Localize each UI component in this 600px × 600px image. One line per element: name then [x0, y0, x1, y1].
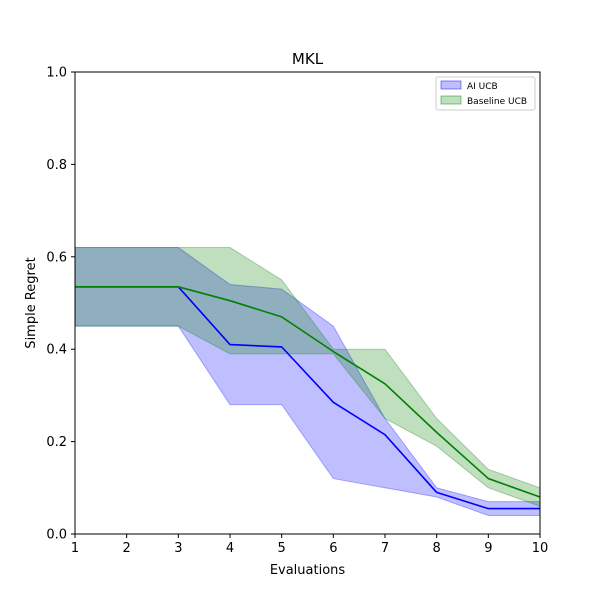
- legend-box: [435, 76, 536, 111]
- x-tick-label: 4: [226, 541, 234, 556]
- legend: AI UCB Baseline UCB: [435, 76, 536, 111]
- y-tick-label: 0.2: [46, 435, 67, 450]
- chart-title: MKL: [292, 50, 324, 68]
- y-axis-ticks: 0.0 0.2 0.4 0.6 0.8 1.0: [46, 66, 75, 543]
- legend-swatch-ai-ucb: [440, 80, 462, 90]
- legend-swatch-baseline-ucb: [440, 95, 462, 105]
- y-tick-label: 0.8: [46, 158, 67, 173]
- x-tick-label: 1: [71, 541, 79, 556]
- mean-lines: [75, 286, 541, 510]
- y-tick-label: 0.0: [46, 528, 67, 543]
- x-tick-label: 10: [532, 541, 549, 556]
- x-tick-label: 6: [329, 541, 337, 556]
- legend-label-ai-ucb: AI UCB: [467, 82, 498, 92]
- y-tick-label: 0.4: [46, 343, 67, 358]
- y-axis-label: Simple Regret: [24, 257, 39, 348]
- x-axis-label: Evaluations: [270, 563, 346, 578]
- x-tick-label: 2: [123, 541, 131, 556]
- x-tick-label: 9: [484, 541, 492, 556]
- plot-frame: [74, 71, 541, 535]
- x-tick-label: 8: [433, 541, 441, 556]
- x-axis-ticks: 1 2 3 4 5 6 7 8 9 10: [71, 534, 548, 556]
- x-tick-label: 3: [174, 541, 182, 556]
- x-tick-label: 7: [381, 541, 389, 556]
- y-tick-label: 1.0: [46, 66, 67, 81]
- legend-label-baseline-ucb: Baseline UCB: [467, 97, 527, 107]
- line-baseline-ucb: [75, 286, 541, 498]
- x-tick-label: 5: [278, 541, 286, 556]
- y-tick-label: 0.6: [46, 250, 67, 265]
